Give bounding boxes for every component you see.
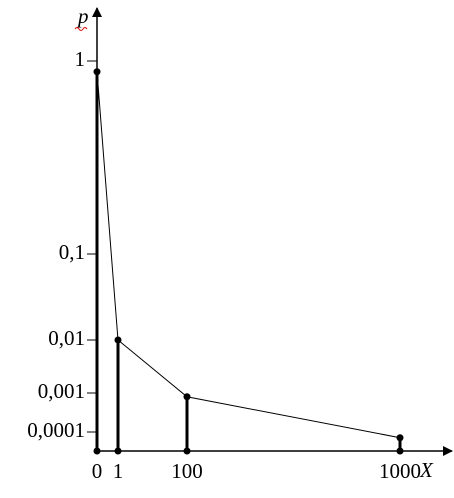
spell-underline — [74, 27, 88, 31]
y-tick-label: 0,1 — [59, 240, 85, 264]
point — [183, 393, 191, 401]
point — [93, 68, 101, 76]
y-tick-label: 1 — [75, 47, 86, 71]
axis-dot — [114, 447, 122, 455]
x-tick-label: 100 — [171, 459, 203, 483]
x-tick-label: 1 — [113, 459, 124, 483]
y-tick-label: 0,001 — [38, 379, 85, 403]
x-tick-label: 0 — [92, 459, 103, 483]
y-tick-label: 0,01 — [48, 326, 85, 350]
y-tick-label: 0,0001 — [27, 418, 85, 442]
point — [396, 434, 404, 442]
axis-dot — [183, 447, 191, 455]
axis-dot — [93, 447, 101, 455]
y-axis-label: p — [76, 4, 89, 28]
x-axis-label: X — [419, 458, 434, 482]
series-line — [96, 71, 401, 439]
x-tick-label: 1000 — [379, 459, 421, 483]
axis-dot — [396, 447, 404, 455]
point — [114, 336, 122, 344]
